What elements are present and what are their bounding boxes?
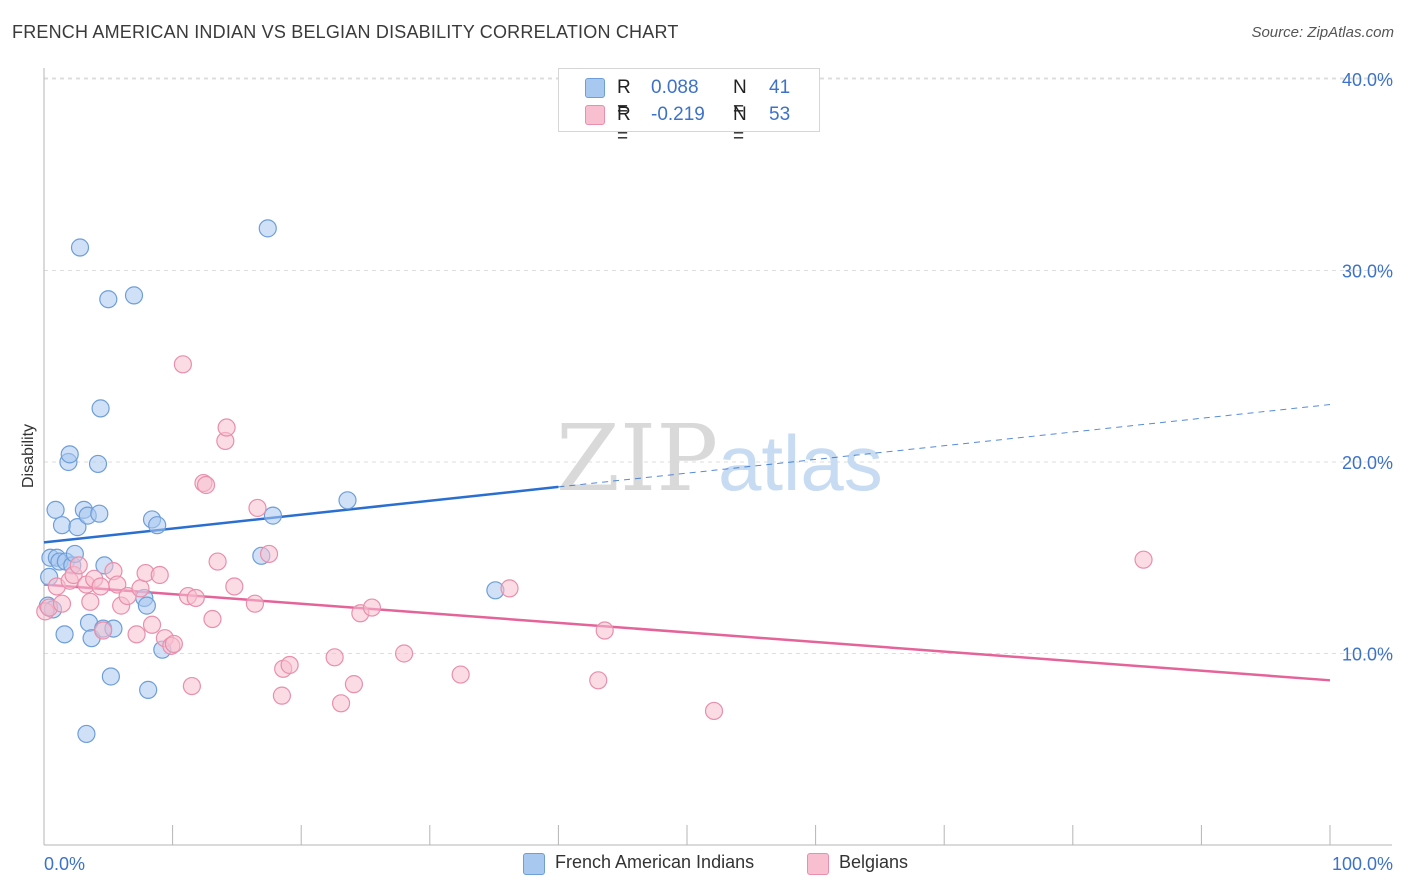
grid-layer [44,77,1392,654]
point-french-american-indians [55,625,74,644]
point-belgians [589,671,608,690]
axis-layer: 10.0% 20.0% 30.0% 40.0% [43,68,1393,846]
point-french-american-indians [338,491,357,510]
watermark-zip: ZIP [556,405,718,512]
point-french-american-indians [101,667,120,686]
point-belgians [150,565,169,585]
watermark-atlas: atlas [718,419,883,507]
legend-n-value: 41 [769,77,791,98]
point-belgians [272,686,292,705]
point-belgians [394,644,414,663]
y-tick-label: 30.0% [1342,262,1393,282]
point-belgians [196,475,216,495]
chart-title: FRENCH AMERICAN INDIAN VS BELGIAN DISABI… [12,22,679,42]
point-french-american-indians [124,286,144,305]
point-french-american-indians [46,500,65,519]
point-belgians [248,498,267,518]
point-french-american-indians [99,290,118,309]
point-belgians [173,355,192,374]
point-belgians [203,609,222,629]
point-belgians [451,665,470,684]
point-belgians [108,575,127,594]
point-french-american-indians [148,516,167,535]
point-french-american-indians [139,680,158,699]
point-belgians [245,594,265,613]
correlation-legend: R = 0.088 N = 41 R = -0.219 N = 53 [558,68,820,147]
x-tick-label-min: 0.0% [44,854,85,874]
legend-r-label: R = [617,104,631,147]
series-swatch-pink [807,853,829,875]
legend-swatch-blue [585,78,605,98]
source-label: Source: ZipAtlas.com [1251,24,1394,41]
point-belgians [127,625,146,644]
point-belgians [331,694,351,713]
point-french-american-indians [137,596,156,615]
legend-n-label: N = [733,104,747,147]
point-belgians [1134,550,1153,569]
point-french-american-indians [70,238,90,257]
trend-line-extension-french-american-indians [558,404,1331,488]
point-french-american-indians [77,724,96,744]
point-belgians [217,418,236,437]
trend-line-french-american-indians [43,485,559,544]
point-french-american-indians [91,399,110,418]
point-belgians [259,544,279,564]
series-swatch-blue [523,853,545,875]
point-belgians [131,579,150,598]
point-belgians [362,598,382,617]
series-legend-label: French American Indians [555,852,755,872]
legend-r-value: 0.088 [651,77,699,98]
point-belgians [69,556,88,575]
point-french-american-indians [60,445,79,464]
point-belgians [325,648,344,667]
y-tick-label: 10.0% [1342,645,1393,665]
point-belgians [704,701,724,721]
point-belgians [91,577,110,596]
point-belgians [142,615,162,634]
point-belgians [280,655,299,675]
y-axis-label: Disability [20,424,37,488]
watermark: ZIP atlas [556,405,883,512]
point-french-american-indians [263,506,283,525]
y-tick-label: 40.0% [1342,70,1393,90]
point-belgians [225,577,244,596]
point-belgians [164,634,183,654]
legend-r-label: R = [617,77,631,120]
point-french-american-indians [68,518,87,537]
legend-r-value: -0.219 [651,104,705,125]
point-belgians [208,552,227,571]
legend-n-label: N = [733,77,747,120]
point-belgians [186,588,205,608]
point-belgians [595,621,614,640]
data-points [36,219,1153,744]
point-belgians [81,592,100,611]
point-french-american-indians [52,516,72,535]
point-belgians [52,594,72,613]
y-tick-label: 20.0% [1342,453,1393,473]
legend-swatch-pink [585,105,605,125]
point-belgians [344,675,364,694]
point-belgians [500,579,519,598]
point-french-american-indians [258,219,277,238]
x-tick-label-max: 100.0% [1332,854,1393,874]
point-belgians [94,621,113,640]
point-belgians [182,676,201,696]
series-legend-label: Belgians [839,852,909,872]
point-french-american-indians [90,504,109,523]
legend-n-value: 53 [769,104,791,125]
point-french-american-indians [88,454,108,474]
trend-line-belgians [43,583,1331,682]
